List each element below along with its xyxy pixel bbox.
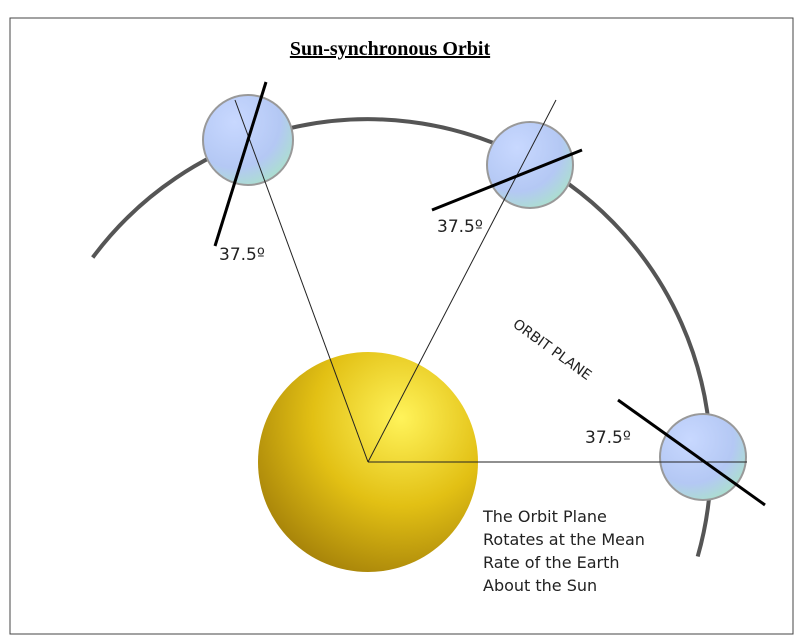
- caption-line: Rotates at the Mean: [483, 530, 645, 549]
- angle-label: 37.5º: [437, 217, 483, 237]
- earth: [487, 122, 573, 208]
- angle-label: 37.5º: [585, 428, 631, 448]
- caption-line: About the Sun: [483, 576, 597, 595]
- caption-line: Rate of the Earth: [483, 553, 620, 572]
- earth: [660, 414, 746, 500]
- caption-line: The Orbit Plane: [482, 507, 607, 526]
- diagram: Sun-synchronous Orbit 37.5º 37.5º 37.5º …: [0, 0, 803, 640]
- title: Sun-synchronous Orbit: [290, 38, 491, 60]
- angle-label: 37.5º: [219, 245, 265, 265]
